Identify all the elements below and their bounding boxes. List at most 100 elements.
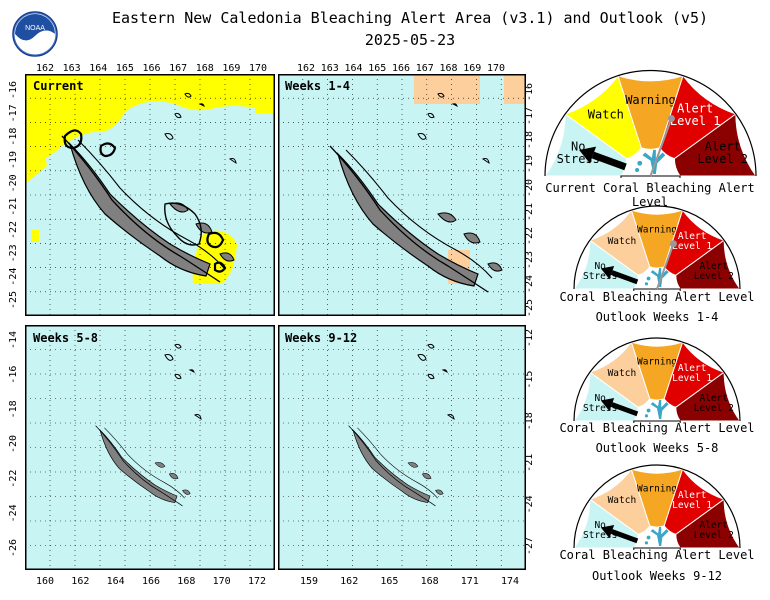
lat-tick-label: -25	[524, 299, 535, 317]
lon-tick-label: 167	[169, 63, 187, 74]
lat-tick-label: -18	[524, 412, 535, 430]
gauge-segment-label: Alert	[700, 393, 729, 404]
gauge-segment-label: Watch	[608, 495, 637, 506]
gauge-hub	[633, 420, 681, 423]
gauge-segment-label: Alert	[677, 101, 713, 115]
gauge-segment-label: Stress	[583, 271, 617, 282]
reef-outlines	[164, 112, 237, 165]
lat-tick-label: -27	[524, 537, 535, 555]
gauge-hub	[633, 288, 681, 291]
coral-icon	[644, 267, 669, 287]
gauge-segment-label: Level 2	[694, 403, 734, 414]
lat-tick-label: -16	[8, 81, 19, 99]
lon-tick-label: 163	[321, 63, 339, 74]
lat-tick-label: -12	[524, 329, 535, 347]
map-border	[25, 325, 275, 570]
lat-tick-label: -14	[8, 331, 19, 349]
lon-tick-label: 166	[142, 576, 160, 587]
lon-tick-label: 170	[487, 63, 505, 74]
watch-area	[504, 74, 526, 104]
lat-tick-label: -24	[8, 268, 19, 286]
lon-tick-label: 166	[142, 63, 160, 74]
gauge-caption-weeks-9-12-line1: Coral Bleaching Alert Level	[559, 548, 755, 562]
gauge-rim	[544, 69, 757, 177]
lat-tick-label: -20	[524, 179, 535, 197]
watch-area	[31, 230, 39, 242]
lon-tick-label: 162	[36, 63, 54, 74]
gauge-segment-label: Alert	[700, 261, 729, 272]
gauge-segment-label: Level 2	[694, 271, 734, 282]
page-title: Eastern New Caledonia Bleaching Alert Ar…	[111, 9, 709, 27]
gauge-pointer-head	[579, 146, 597, 164]
lat-tick-label: -17	[8, 104, 19, 122]
map-border	[25, 74, 275, 316]
gauge-segment-label: Watch	[588, 108, 624, 122]
gauge-segment-label: Level 2	[697, 152, 748, 166]
coral-icon	[644, 526, 669, 546]
graticule	[278, 325, 526, 570]
lat-tick-label: -24	[524, 495, 535, 513]
lon-tick-label: 169	[222, 63, 240, 74]
gauge-caption-weeks-1-4-line2: Outlook Weeks 1-4	[595, 310, 719, 324]
gauge-outlook-indicator	[649, 118, 673, 177]
lat-tick-label: -22	[8, 221, 19, 239]
coral-icon	[635, 149, 666, 174]
lon-tick-label: 165	[116, 63, 134, 74]
lon-tick-label: 168	[196, 63, 214, 74]
gauge-hub	[620, 175, 681, 178]
gauge-segment-label: Warning	[637, 484, 677, 495]
graticule	[25, 325, 275, 570]
panel-label-weeks-9-12: Weeks 9-12	[285, 331, 358, 345]
gauge-segment-label: Stress	[583, 530, 617, 541]
gauge-outlook-indicator-dot	[669, 240, 677, 248]
gauge-outlook-indicator-dot	[667, 115, 675, 123]
reef-outlines	[437, 92, 458, 107]
gauge-segment-label: Level 2	[694, 530, 734, 541]
reef-outlines	[164, 354, 202, 421]
panel-label-current: Current	[33, 79, 84, 93]
gauge-segment-label: No	[594, 520, 606, 531]
new-caledonia-island	[61, 135, 235, 283]
lat-tick-label: -26	[8, 539, 19, 557]
gauge-pointer	[610, 270, 639, 285]
gauge-pointer-head	[600, 524, 615, 539]
lat-tick-label: -20	[8, 174, 19, 192]
lat-tick-label: -16	[8, 366, 19, 384]
lat-tick-label: -19	[524, 155, 535, 173]
map-panel-weeks-1-4	[278, 74, 526, 316]
lon-tick-label: 164	[344, 63, 362, 74]
graticule	[278, 74, 526, 316]
lat-tick-label: -18	[8, 128, 19, 146]
alert-outlines	[63, 129, 227, 273]
lat-tick-label: -18	[8, 400, 19, 418]
noaa-logo: NOAA	[12, 11, 58, 57]
new-caledonia-island	[348, 425, 444, 507]
noaa-logo-text: NOAA	[25, 25, 45, 32]
lon-tick-label: 166	[392, 63, 410, 74]
reef-outlines	[184, 92, 205, 107]
gauge-segment-label: Alert	[700, 520, 729, 531]
gauge-rim	[573, 464, 741, 549]
lon-tick-label: 174	[501, 576, 519, 587]
gauge-segment-label: Warning	[637, 225, 677, 236]
gauge-hub	[633, 547, 681, 550]
map-border	[278, 325, 526, 570]
gauge-pointer	[610, 529, 639, 544]
lat-tick-label: -21	[8, 198, 19, 216]
watch-area	[255, 74, 273, 114]
gauge-rim	[573, 337, 741, 422]
reef-outlines	[427, 343, 448, 373]
lon-tick-label: 168	[421, 576, 439, 587]
panel-label-weeks-5-8: Weeks 5-8	[33, 331, 99, 345]
reef-outlines	[417, 354, 455, 421]
gauge-segment-label: Level 1	[672, 241, 712, 252]
gauge-segment-label: Level 1	[670, 114, 721, 128]
lon-tick-label: 170	[249, 63, 267, 74]
gauge-segment-label: No	[594, 261, 606, 272]
gauge-outlook-indicator	[656, 243, 675, 290]
new-caledonia-island	[95, 425, 191, 507]
lon-tick-label: 164	[107, 576, 125, 587]
gauge-caption-weeks-5-8-line2: Outlook Weeks 5-8	[595, 441, 719, 455]
